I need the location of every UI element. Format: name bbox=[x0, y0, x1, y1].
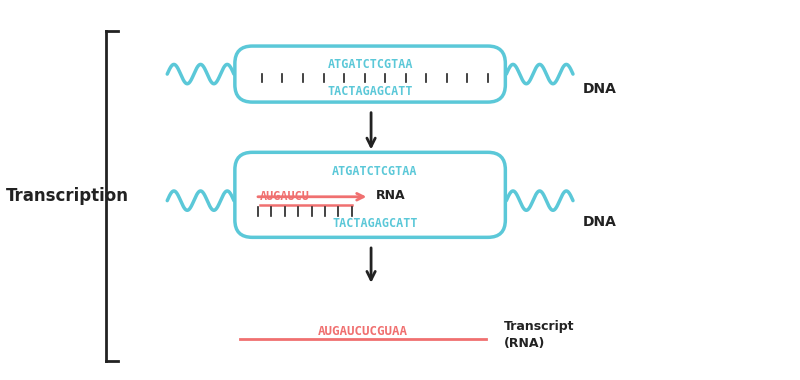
Text: ATGATCTCGTAA: ATGATCTCGTAA bbox=[327, 58, 413, 71]
Text: TACTAGAGCATT: TACTAGAGCATT bbox=[332, 217, 418, 230]
Text: AUGAUCUCGUAA: AUGAUCUCGUAA bbox=[318, 325, 408, 337]
Text: ATGATCTCGTAA: ATGATCTCGTAA bbox=[332, 165, 418, 178]
Text: Transcript
(RNA): Transcript (RNA) bbox=[503, 320, 574, 350]
Text: RNA: RNA bbox=[376, 189, 406, 202]
Text: DNA: DNA bbox=[582, 82, 617, 95]
Text: TACTAGAGCATT: TACTAGAGCATT bbox=[327, 85, 413, 98]
Text: AUGAUCU: AUGAUCU bbox=[260, 190, 310, 203]
Text: DNA: DNA bbox=[582, 215, 617, 229]
Text: Transcription: Transcription bbox=[6, 187, 130, 205]
